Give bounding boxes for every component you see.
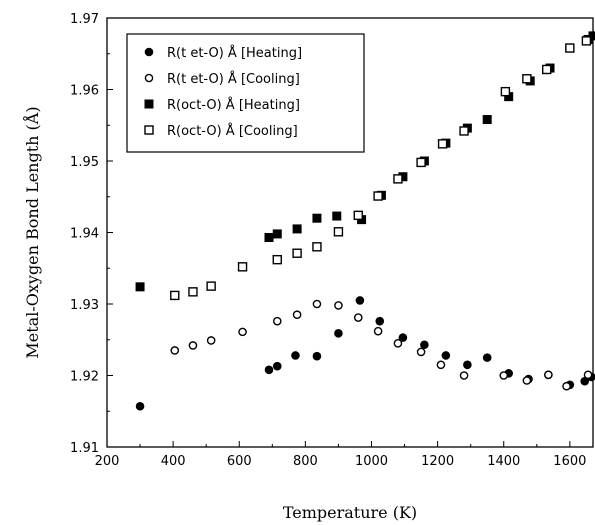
data-point-series-0 (334, 329, 343, 338)
data-point-series-2 (332, 211, 342, 221)
x-axis-title: Temperature (K) (283, 503, 417, 522)
data-point-series-3 (373, 191, 383, 201)
data-point-series-1 (373, 326, 383, 336)
data-point-series-2 (135, 282, 145, 292)
data-point-series-3 (416, 157, 426, 168)
data-point-series-1 (544, 370, 553, 380)
data-point-series-1 (353, 313, 363, 322)
legend-label: R(t et-O) Å [Heating] (167, 45, 302, 61)
data-point-series-1 (272, 316, 282, 326)
data-point-series-0 (355, 296, 365, 305)
y-tick-label: 1.95 (70, 155, 99, 170)
y-tick-label: 1.97 (70, 12, 99, 27)
x-tick-label: 200 (95, 454, 120, 469)
data-point-series-0 (482, 353, 492, 362)
legend-label: R(oct-O) Å [Heating] (167, 97, 300, 113)
data-point-series-1 (292, 310, 302, 320)
data-point-series-2 (398, 172, 408, 182)
legend-marker (144, 99, 154, 109)
data-point-series-3 (393, 174, 403, 184)
data-point-series-0 (272, 361, 282, 371)
data-point-series-3 (237, 262, 248, 272)
data-marks (135, 31, 595, 411)
data-point-series-2 (482, 115, 492, 125)
data-point-series-3 (542, 64, 552, 75)
x-tick-label: 1200 (421, 454, 454, 469)
legend-label: R(oct-O) Å [Cooling] (167, 123, 298, 139)
data-point-series-1 (238, 327, 247, 337)
data-point-series-1 (206, 336, 216, 345)
data-point-series-0 (398, 333, 408, 342)
data-point-series-3 (459, 126, 469, 136)
data-point-series-2 (272, 229, 282, 239)
data-point-series-2 (264, 233, 274, 243)
data-point-series-3 (312, 242, 322, 252)
data-point-series-3 (565, 43, 575, 53)
data-point-series-1 (522, 376, 532, 385)
data-point-series-2 (312, 213, 322, 223)
data-point-series-3 (437, 139, 448, 149)
y-tick-label: 1.96 (70, 84, 99, 99)
data-point-series-1 (499, 371, 509, 380)
x-tick-label: 400 (161, 454, 186, 469)
data-point-series-1 (188, 341, 198, 350)
data-point-series-3 (188, 287, 198, 297)
legend: R(t et-O) Å [Heating] R(t et-O) Å [Coolin… (126, 33, 365, 153)
data-point-series-1 (459, 371, 469, 380)
y-axis-title: Metal-Oxygen Bond Length (Å) (22, 106, 42, 358)
data-point-series-2 (292, 224, 302, 234)
legend-marker (144, 125, 154, 135)
data-point-series-3 (522, 74, 532, 84)
data-point-series-3 (581, 36, 592, 46)
data-point-series-0 (135, 401, 145, 411)
legend-box (126, 33, 365, 153)
data-point-series-0 (264, 365, 274, 375)
data-point-series-1 (312, 299, 322, 309)
data-point-series-3 (206, 281, 216, 291)
data-point-series-3 (292, 248, 302, 258)
data-point-series-1 (393, 339, 403, 348)
legend-marker (144, 47, 154, 57)
data-point-series-0 (375, 316, 385, 326)
x-tick-label: 1000 (355, 454, 388, 469)
y-tick-label: 1.94 (70, 227, 99, 242)
data-point-series-3 (272, 254, 282, 265)
data-point-series-1 (583, 370, 593, 380)
data-point-series-2 (504, 92, 514, 102)
data-point-series-0 (441, 351, 451, 360)
y-tick-label: 1.92 (70, 370, 99, 385)
data-point-series-1 (334, 301, 343, 310)
data-point-series-1 (170, 346, 180, 355)
data-point-series-1 (436, 360, 446, 370)
legend-label: R(t et-O) Å [Cooling] (167, 71, 300, 87)
data-point-series-3 (333, 227, 344, 237)
data-point-series-0 (291, 351, 300, 360)
data-point-series-1 (416, 347, 426, 357)
data-point-series-1 (562, 381, 571, 391)
legend-marker (144, 73, 154, 83)
data-point-series-3 (500, 86, 511, 97)
y-tick-label: 1.93 (70, 298, 99, 313)
data-point-series-3 (170, 290, 180, 301)
data-point-series-0 (420, 340, 429, 350)
data-point-series-2 (588, 31, 595, 41)
axes: 200 400 600 800 1000 1200 1400 1600 1.91 1.92 1.93… (70, 12, 594, 469)
data-point-series-0 (312, 351, 322, 361)
data-point-series-3 (353, 210, 363, 221)
x-tick-label: 1400 (487, 454, 520, 469)
x-tick-label: 600 (227, 454, 252, 469)
y-tick-label: 1.91 (70, 441, 99, 456)
x-tick-label: 1600 (553, 454, 586, 469)
data-point-series-0 (580, 376, 590, 386)
x-tick-label: 800 (293, 454, 318, 469)
data-point-series-0 (463, 360, 472, 370)
